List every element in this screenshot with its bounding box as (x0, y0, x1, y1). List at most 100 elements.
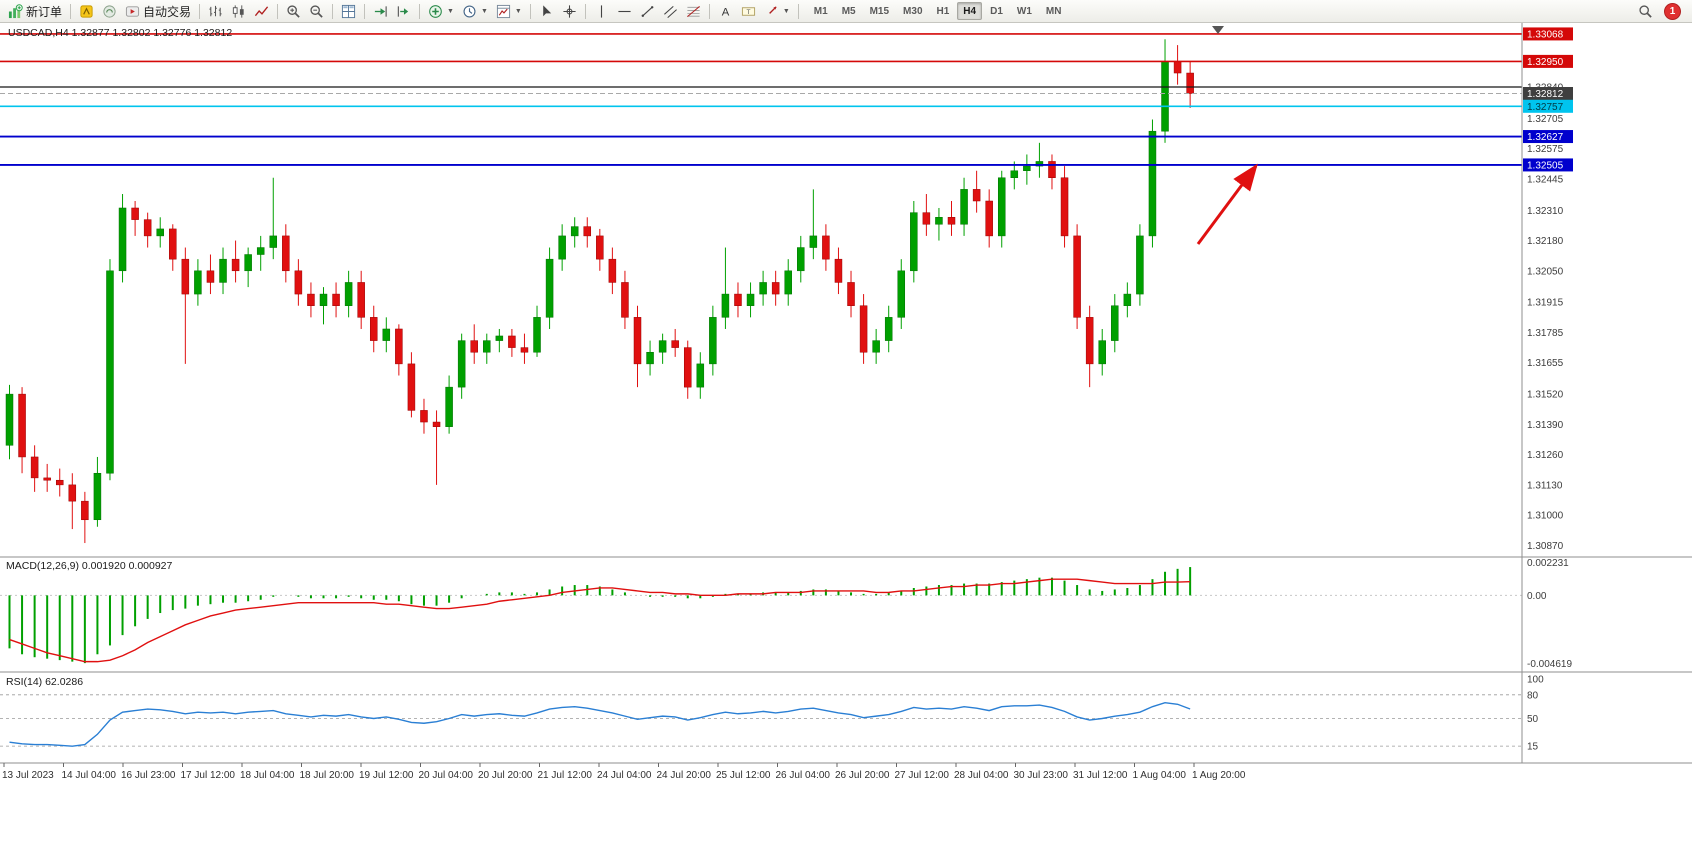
candle (1186, 61, 1194, 108)
rsi-panel[interactable]: 100 80 50 15 (0, 675, 1544, 753)
price-axis-label: 1.31915 (1527, 298, 1564, 309)
time-label: 26 Jul 20:00 (835, 770, 890, 781)
new-order-button[interactable]: 新订单 (4, 1, 66, 21)
price-axis-label: 1.30870 (1527, 541, 1564, 552)
time-axis[interactable]: 13 Jul 2023 14 Jul 04:00 16 Jul 23:00 17 Ju… (2, 763, 1246, 781)
timeframe-button-m15[interactable]: M15 (869, 5, 890, 17)
autotrading-icon (125, 5, 140, 17)
candle (558, 224, 566, 271)
candle (1085, 305, 1094, 388)
timeframe-button-mn[interactable]: MN (1045, 5, 1062, 17)
panel-separators (0, 23, 1692, 764)
metaeditor-button[interactable] (75, 1, 98, 21)
text-label-icon: T (741, 6, 755, 16)
price-badge: 1.33068 (1523, 27, 1573, 41)
search-button[interactable] (1634, 1, 1657, 21)
vertical-line-button[interactable] (590, 1, 613, 21)
fibonacci-icon (686, 5, 700, 17)
level-lines[interactable] (0, 33, 1522, 166)
indicators-icon (429, 4, 442, 18)
candle (822, 224, 830, 271)
timeframe-button-w1[interactable]: W1 (1016, 5, 1032, 17)
timeframe-button-h1[interactable]: H1 (936, 5, 950, 17)
candle (1048, 154, 1056, 190)
timeframe-button-h4[interactable]: H4 (957, 2, 983, 20)
text-label-button[interactable]: T (737, 1, 760, 21)
candle (5, 384, 14, 460)
candle (947, 201, 956, 236)
candle (897, 259, 906, 329)
line-chart-button[interactable] (250, 1, 273, 21)
text-icon: A (722, 6, 730, 18)
channel-button[interactable] (659, 1, 682, 21)
candle (671, 328, 679, 357)
candle (231, 240, 240, 283)
candle (1123, 282, 1132, 318)
toolbar-separator (199, 3, 201, 19)
candle (81, 491, 89, 544)
auto-scroll-button[interactable] (369, 1, 392, 21)
candle (432, 410, 441, 485)
price-axis-label: 1.31130 (1527, 480, 1563, 491)
candle (709, 305, 717, 376)
candle (960, 177, 968, 236)
chevron-down-icon: ▼ (480, 7, 488, 15)
fibonacci-button[interactable] (682, 1, 705, 21)
price-axis-label: 1.32445 (1527, 174, 1564, 185)
horizontal-line-button[interactable] (613, 1, 636, 21)
toolbar-separator (70, 3, 72, 19)
text-button[interactable]: A (714, 1, 737, 21)
price-axis-label: 1.31000 (1527, 511, 1564, 522)
candle (382, 317, 391, 353)
autotrading-button[interactable]: 自动交易 (121, 1, 195, 21)
candlestick-chart-button[interactable] (227, 1, 250, 21)
macd-axis-label: -0.004619 (1527, 659, 1572, 670)
metaeditor-icon (80, 4, 93, 18)
trendline-button[interactable] (636, 1, 659, 21)
candle (1073, 224, 1081, 329)
timeframe-button-m1[interactable]: M1 (813, 5, 828, 17)
trendline-icon (641, 5, 654, 17)
macd-axis-label: 0.002231 (1527, 558, 1569, 569)
periods-button[interactable]: ▼ (458, 1, 492, 21)
templates-button[interactable]: ▼ (492, 1, 526, 21)
chart-shift-marker (1212, 26, 1224, 34)
timeframe-button-m5[interactable]: M5 (841, 5, 856, 17)
chevron-down-icon: ▼ (514, 7, 522, 15)
rsi-axis-label: 50 (1527, 714, 1539, 725)
candle (269, 177, 278, 260)
timeframe-button-m30[interactable]: M30 (903, 5, 923, 17)
toolbar-separator (419, 3, 421, 19)
periods-icon (463, 4, 476, 18)
chart-shift-button[interactable] (392, 1, 415, 21)
candles-layer[interactable] (5, 39, 1194, 544)
bar-chart-button[interactable] (204, 1, 227, 21)
notification-badge[interactable]: 1 (1665, 3, 1680, 19)
timeframe-button-d1[interactable]: D1 (990, 5, 1003, 17)
zoom-in-button[interactable] (282, 1, 305, 21)
candle (457, 333, 466, 399)
macd-panel[interactable]: 0.002231 0.00 -0.004619 (0, 558, 1572, 670)
crosshair-button[interactable] (558, 1, 581, 21)
toolbar-separator (584, 3, 586, 19)
candle (545, 247, 554, 329)
cursor-button[interactable] (535, 1, 558, 21)
arrows-button[interactable]: ▼ (760, 1, 794, 21)
indicators-button[interactable]: ▼ (424, 1, 458, 21)
price-axis-label: 1.31260 (1527, 450, 1564, 461)
channel-icon (663, 5, 677, 18)
price-axis-label: 1.32050 (1527, 266, 1564, 277)
annotation-arrow[interactable] (1196, 163, 1258, 245)
svg-text:1.32505: 1.32505 (1527, 160, 1564, 171)
price-axis-labels[interactable]: 1.328401.327051.325751.324451.323101.321… (1527, 82, 1564, 551)
tile-windows-button[interactable] (337, 1, 360, 21)
candle (131, 201, 139, 236)
candle (1136, 224, 1144, 306)
zoom-out-button[interactable] (305, 1, 328, 21)
toolbar-right-group: 1 (1634, 1, 1688, 21)
community-button[interactable] (98, 1, 121, 21)
autotrading-label: 自动交易 (143, 4, 192, 19)
line-chart-icon (254, 5, 269, 16)
